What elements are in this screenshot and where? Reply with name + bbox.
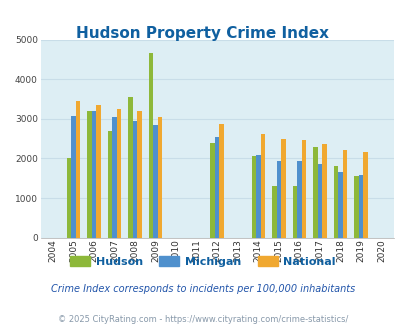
Bar xyxy=(149,53,153,238)
Bar xyxy=(66,158,71,238)
Bar xyxy=(92,111,96,238)
Bar xyxy=(317,164,321,238)
Bar xyxy=(271,186,276,238)
Text: © 2025 CityRating.com - https://www.cityrating.com/crime-statistics/: © 2025 CityRating.com - https://www.city… xyxy=(58,315,347,324)
Bar xyxy=(296,161,301,238)
Bar xyxy=(117,109,121,238)
Bar xyxy=(214,137,219,238)
Bar xyxy=(107,131,112,238)
Bar xyxy=(292,186,296,238)
Bar xyxy=(137,111,141,238)
Bar xyxy=(362,152,367,238)
Text: Hudson Property Crime Index: Hudson Property Crime Index xyxy=(76,26,329,41)
Bar xyxy=(251,156,256,238)
Bar xyxy=(342,150,346,238)
Bar xyxy=(112,117,117,238)
Legend: Hudson, Michigan, National: Hudson, Michigan, National xyxy=(66,251,339,271)
Bar xyxy=(210,143,214,238)
Bar xyxy=(280,139,285,238)
Bar xyxy=(301,140,305,238)
Bar xyxy=(132,121,137,238)
Text: Crime Index corresponds to incidents per 100,000 inhabitants: Crime Index corresponds to incidents per… xyxy=(51,284,354,294)
Bar xyxy=(71,116,75,238)
Bar xyxy=(219,124,224,238)
Bar xyxy=(87,111,92,238)
Bar xyxy=(353,176,358,238)
Bar xyxy=(276,161,280,238)
Bar xyxy=(321,144,326,238)
Bar xyxy=(333,166,337,238)
Bar xyxy=(256,155,260,238)
Bar xyxy=(128,97,132,238)
Bar xyxy=(158,117,162,238)
Bar xyxy=(337,172,342,238)
Bar xyxy=(260,134,264,238)
Bar xyxy=(312,147,317,238)
Bar xyxy=(96,105,100,238)
Bar xyxy=(75,101,80,238)
Bar xyxy=(358,175,362,238)
Bar xyxy=(153,125,158,238)
